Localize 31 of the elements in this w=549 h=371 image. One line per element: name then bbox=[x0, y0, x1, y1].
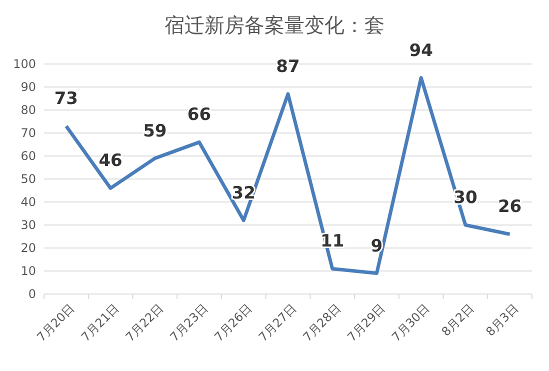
y-tick-label: 80 bbox=[20, 103, 36, 118]
y-tick-label: 10 bbox=[20, 264, 36, 278]
chart-title: 宿迁新房备案量变化：套 bbox=[164, 13, 384, 37]
y-tick-label: 20 bbox=[20, 241, 36, 256]
data-label: 87 bbox=[276, 56, 300, 77]
data-label: 94 bbox=[409, 40, 434, 61]
y-tick-label: 100 bbox=[13, 57, 36, 72]
y-tick-label: 30 bbox=[20, 218, 36, 232]
data-label: 46 bbox=[98, 151, 122, 172]
data-label: 73 bbox=[54, 89, 78, 110]
x-tick-label: 7月27日 bbox=[256, 301, 300, 344]
y-tick-label: 50 bbox=[20, 172, 36, 186]
x-tick-label: 7月21日 bbox=[78, 301, 122, 344]
x-tick-label: 7月23日 bbox=[167, 301, 210, 344]
y-tick-label: 60 bbox=[20, 149, 36, 164]
x-tick-label: 8月3日 bbox=[483, 301, 521, 339]
y-tick-label: 70 bbox=[20, 126, 36, 140]
x-tick-label: 7月26日 bbox=[212, 301, 255, 344]
x-tick-label: 7月29日 bbox=[344, 301, 388, 344]
y-tick-label: 90 bbox=[20, 80, 36, 94]
x-tick-label: 7月20日 bbox=[34, 301, 78, 344]
data-label: 26 bbox=[498, 197, 522, 218]
x-tick-label: 7月22日 bbox=[122, 301, 166, 344]
data-label: 9 bbox=[370, 236, 383, 256]
data-label: 59 bbox=[143, 121, 167, 142]
data-label: 66 bbox=[187, 105, 212, 126]
y-tick-label: 40 bbox=[20, 195, 36, 210]
y-tick-label: 0 bbox=[28, 287, 36, 302]
x-tick-label: 7月28日 bbox=[300, 301, 344, 344]
x-tick-label: 8月2日 bbox=[438, 301, 477, 339]
x-tick-label: 7月30日 bbox=[389, 301, 432, 344]
